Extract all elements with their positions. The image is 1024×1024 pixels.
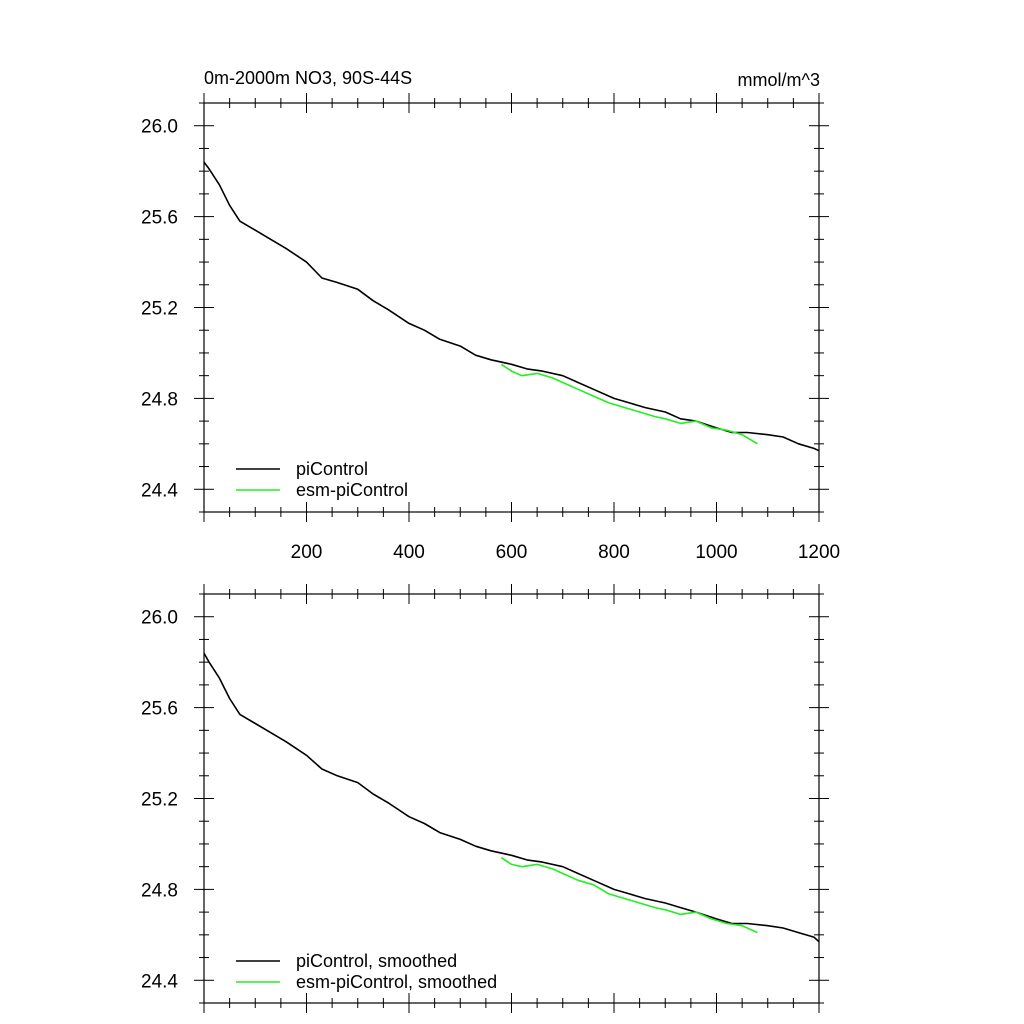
y-tick-label: 25.6 [141, 208, 178, 229]
y-tick-label: 24.8 [141, 389, 178, 410]
legend-label-picontrol: piControl [296, 459, 368, 479]
y-tick-label: 24.4 [141, 480, 178, 501]
x-tick-label: 1200 [798, 542, 840, 563]
bottom-panel-legend: piControl, smoothed esm-piControl, smoot… [236, 951, 497, 992]
x-tick-label: 1000 [695, 542, 737, 563]
series-line-picontrol [203, 161, 820, 452]
top-panel-ticks: 24.4 24.8 25.2 25.6 26.0 200 400 600 800 1000 1200 [141, 93, 840, 563]
top-panel-title: 0m-2000m NO3, 90S-44S [204, 68, 412, 88]
series-line-picontrol-smoothed [203, 652, 820, 943]
y-tick-label: 24.8 [141, 880, 178, 901]
top-panel-legend: piControl esm-piControl [236, 459, 408, 500]
y-tick-label: 26.0 [141, 608, 178, 629]
y-tick-label: 25.2 [141, 790, 178, 811]
series-line-esm-picontrol [500, 363, 758, 445]
y-tick-label: 25.6 [141, 699, 178, 720]
top-panel: 0m-2000m NO3, 90S-44S mmol/m^3 24.424.82… [141, 68, 840, 563]
y-tick-label: 26.0 [141, 117, 178, 138]
bottom-panel-series [203, 652, 820, 943]
x-tick-label: 400 [393, 542, 425, 563]
bottom-panel-ticks: 24.4 24.8 25.2 25.6 26.0 [141, 584, 829, 1013]
legend-label-esm-picontrol-smoothed: esm-piControl, smoothed [296, 972, 497, 992]
top-panel-series [203, 161, 820, 452]
top-panel-units: mmol/m^3 [738, 70, 820, 90]
top-panel-frame [203, 102, 820, 513]
legend-label-picontrol-smoothed: piControl, smoothed [296, 951, 457, 971]
legend-label-esm-picontrol: esm-piControl [296, 480, 408, 500]
y-tick-label: 24.4 [141, 971, 178, 992]
y-tick-label: 25.2 [141, 299, 178, 320]
bottom-panel: 24.4 24.8 25.2 25.6 26.0 piControl, smoothed… [141, 584, 829, 1013]
bottom-panel-frame [203, 593, 820, 1004]
x-tick-label: 800 [598, 542, 630, 563]
x-tick-label: 200 [291, 542, 323, 563]
series-line-esm-picontrol-smoothed [500, 856, 758, 934]
x-tick-label: 600 [496, 542, 528, 563]
